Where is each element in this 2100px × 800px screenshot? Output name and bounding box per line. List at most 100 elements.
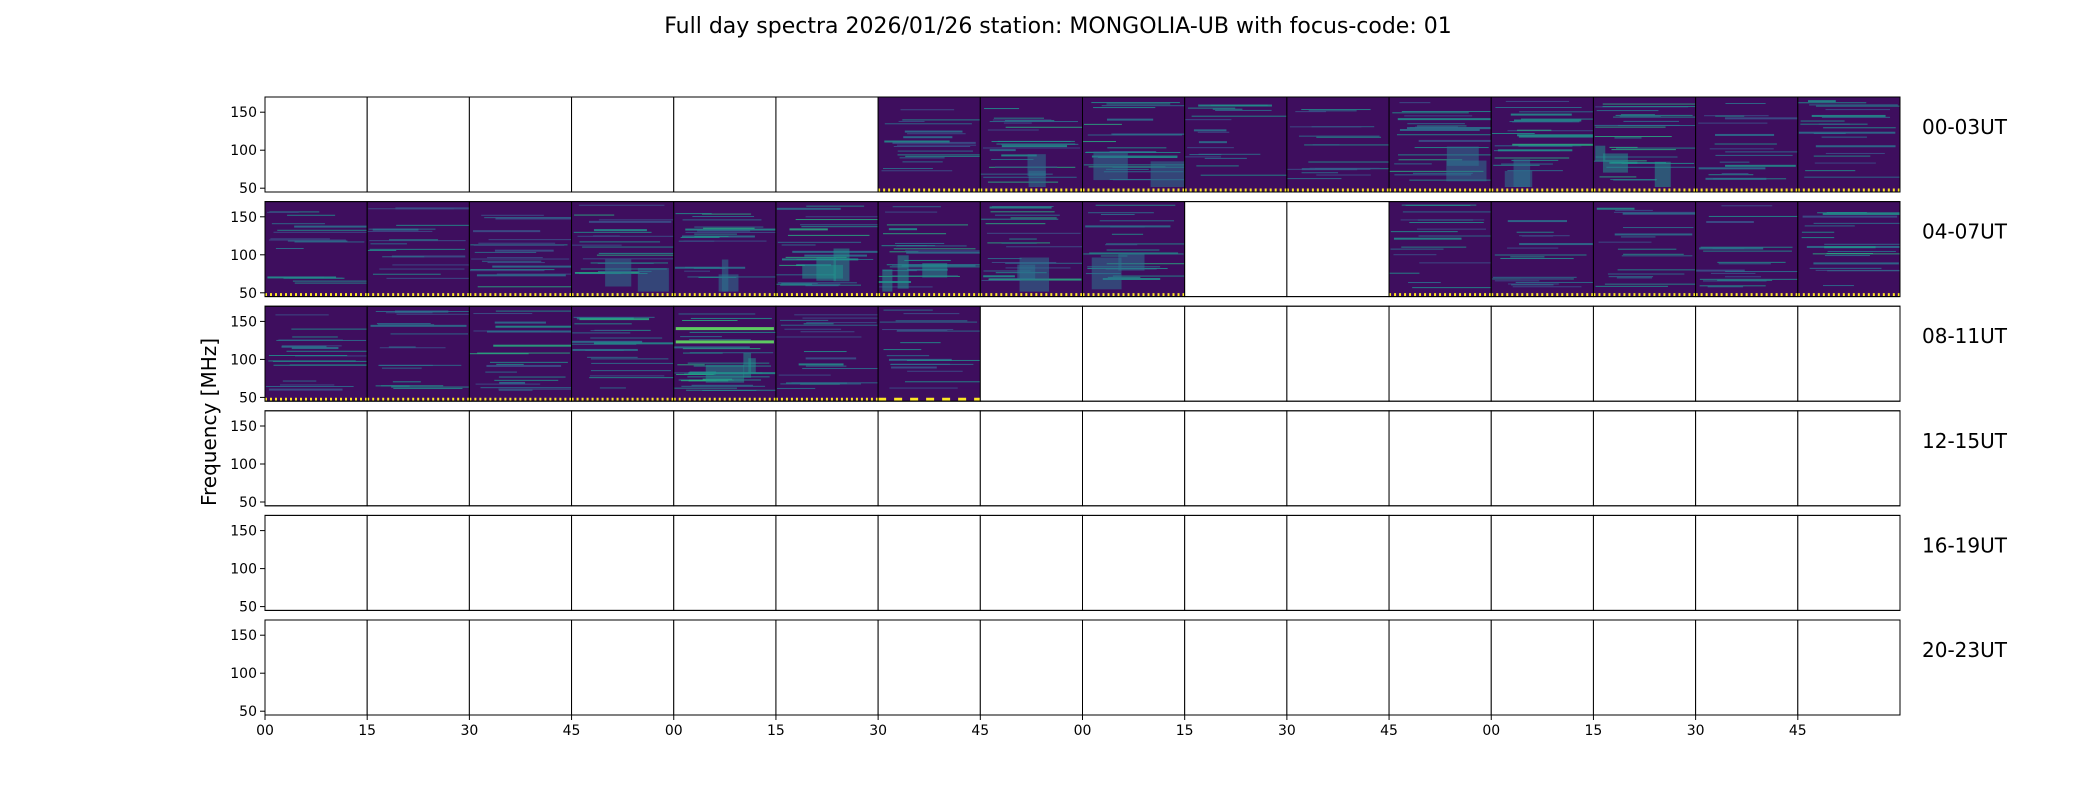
spectrum-line xyxy=(984,108,1020,110)
spectrum-line xyxy=(382,256,425,258)
spectrum-line xyxy=(487,257,543,259)
spectrum-line xyxy=(1598,241,1652,243)
spectrum-panel xyxy=(264,305,368,402)
spectrum-line xyxy=(1405,204,1471,206)
spectrum-line xyxy=(1724,117,1798,120)
spectrum-line xyxy=(496,273,572,275)
spectrum-line xyxy=(890,363,951,365)
spectrum-panel xyxy=(1490,305,1594,402)
spectrum-line xyxy=(1520,118,1594,120)
row-frame xyxy=(264,201,1901,298)
spectrum-line xyxy=(1308,161,1390,163)
panel-background xyxy=(265,410,368,506)
spectrum-line xyxy=(1510,113,1572,116)
spectrum-line xyxy=(1397,154,1492,156)
y-tick-label: 100 xyxy=(230,562,257,578)
spectrum-line xyxy=(499,381,526,384)
spectrum-line xyxy=(1095,204,1176,206)
spectrum-line xyxy=(470,269,555,271)
spectrum-line xyxy=(1606,166,1696,168)
spectrum-burst xyxy=(922,263,948,278)
spectrum-panel xyxy=(673,305,777,402)
panel-background xyxy=(878,620,981,715)
spectrum-line xyxy=(1804,176,1900,178)
spectrum-line xyxy=(489,361,568,363)
y-tick-label: 150 xyxy=(230,524,257,540)
spectrum-line xyxy=(1714,143,1777,145)
spectrum-panel xyxy=(1592,514,1697,611)
y-tick-label: 50 xyxy=(239,600,257,616)
panel-background xyxy=(775,97,879,192)
spectrum-line xyxy=(689,339,751,341)
spectrum-panel xyxy=(979,305,1083,402)
spectrum-line xyxy=(1304,144,1390,146)
spectrum-line xyxy=(493,344,572,347)
spectrum-line xyxy=(1619,116,1661,118)
spectrum-line xyxy=(694,235,729,237)
spectrum-line xyxy=(390,333,469,335)
spectrum-line xyxy=(889,387,958,389)
spectrum-line xyxy=(294,282,368,284)
spectrum-line xyxy=(1407,123,1465,125)
spectrum-line xyxy=(1112,275,1185,277)
spectrum-line xyxy=(1287,178,1342,180)
spectrum-line xyxy=(991,206,1054,208)
spectrum-line xyxy=(689,371,717,374)
panel-background xyxy=(1082,620,1185,715)
spectrum-line xyxy=(1104,244,1138,246)
spectrum-line xyxy=(1725,271,1798,273)
panel-background xyxy=(367,410,470,506)
spectrum-line xyxy=(781,282,818,284)
spectrum-line xyxy=(1106,243,1185,245)
spectrum-line xyxy=(1804,225,1855,227)
spectrum-line xyxy=(1398,159,1463,161)
spectrum-line xyxy=(1815,105,1900,107)
panel-background xyxy=(469,515,572,611)
spectrum-panel xyxy=(979,410,1083,507)
spectrum-line xyxy=(1614,211,1696,213)
spectrum-line xyxy=(780,324,879,326)
spectrum-line xyxy=(989,149,1016,152)
y-tick-label: 150 xyxy=(230,314,257,330)
spectrum-line xyxy=(1106,118,1154,121)
spectrum-burst xyxy=(802,264,843,279)
spectrum-line xyxy=(981,279,1022,281)
spectrum-line xyxy=(1106,103,1171,105)
spectrum-line xyxy=(1399,102,1431,104)
spectrum-panel xyxy=(1082,514,1186,611)
spectrum-panel xyxy=(1388,305,1492,402)
panel-background xyxy=(1593,620,1696,715)
spectrum-line xyxy=(787,234,870,236)
spectrum-line xyxy=(802,368,879,370)
spectrum-line xyxy=(572,348,638,351)
spectrum-line xyxy=(386,277,470,279)
spectrum-line xyxy=(694,233,737,235)
spectrum-line xyxy=(1607,273,1685,275)
spectrum-line xyxy=(1824,246,1876,249)
panel-background xyxy=(367,97,470,192)
spectrum-line xyxy=(372,273,441,275)
spectrum-line xyxy=(801,226,879,228)
spectrum-line xyxy=(800,331,855,333)
spectrum-line xyxy=(1717,279,1773,281)
spectrum-line xyxy=(1001,154,1037,157)
spectrum-line xyxy=(1814,162,1876,164)
spectrum-panel xyxy=(571,514,675,611)
panel-background xyxy=(265,515,368,611)
spectrum-panel xyxy=(1184,305,1288,402)
spectrum-panel xyxy=(1695,96,1799,193)
spectrum-line xyxy=(896,330,981,332)
spectrum-line xyxy=(902,161,943,163)
spectrum-line xyxy=(776,207,841,210)
spectrum-line xyxy=(694,226,764,228)
spectrum-line xyxy=(267,276,337,279)
spectrum-panel xyxy=(1286,514,1390,611)
spectrum-line xyxy=(884,140,950,143)
spectrum-line xyxy=(899,157,945,159)
spectrum-line xyxy=(889,251,919,253)
x-tick-label: 15 xyxy=(767,723,785,739)
spectrum-line xyxy=(674,387,737,389)
spectrum-heatmap xyxy=(1797,97,1900,192)
x-tick-label: 15 xyxy=(1585,723,1603,739)
spectrum-line xyxy=(1087,134,1183,136)
